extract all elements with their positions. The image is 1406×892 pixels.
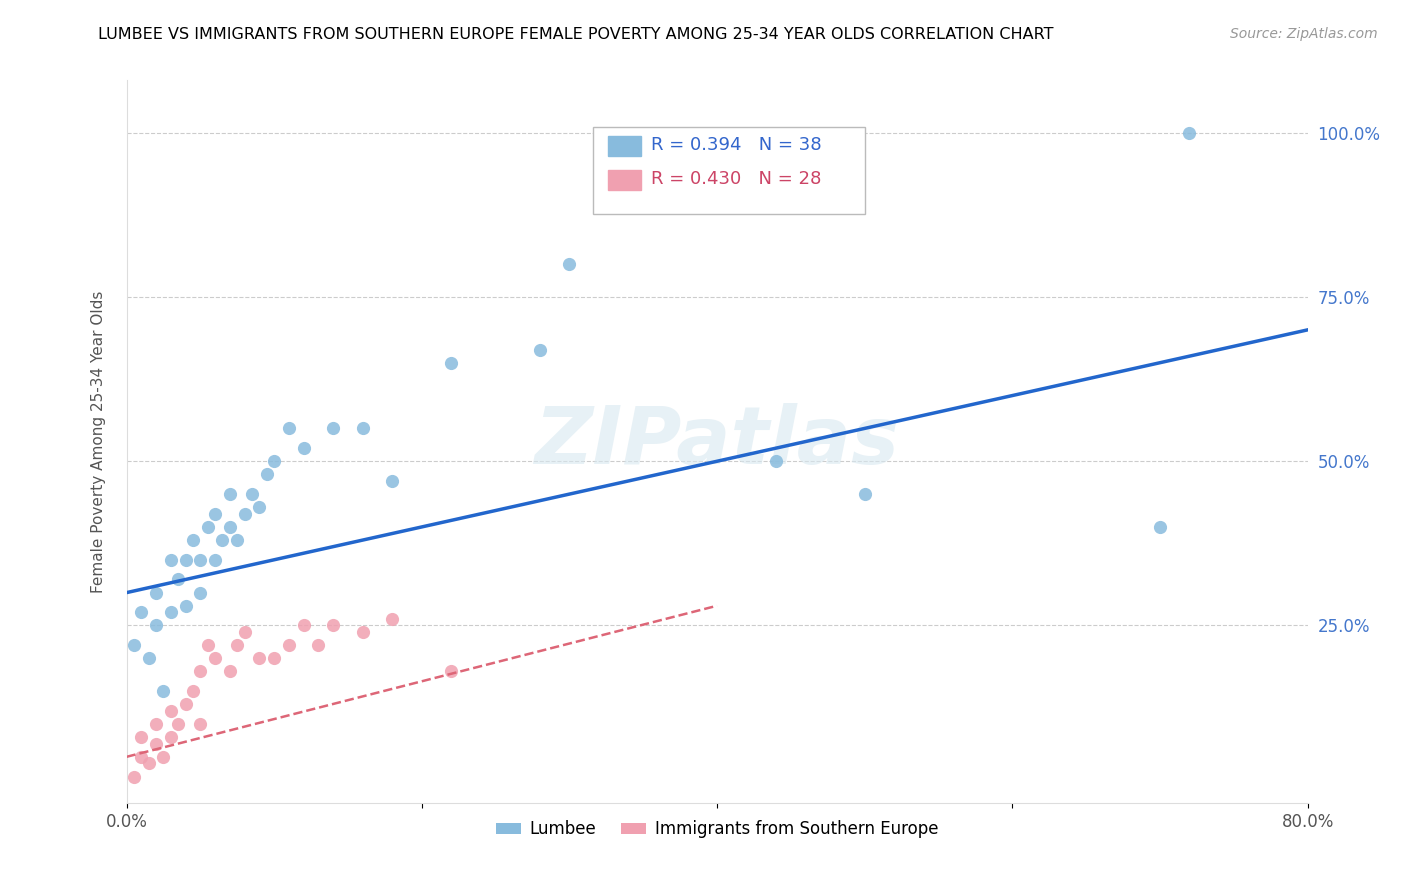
Point bbox=[174, 698, 197, 712]
Point bbox=[219, 520, 242, 534]
Point bbox=[263, 454, 285, 468]
Point bbox=[138, 756, 160, 771]
Point bbox=[174, 599, 197, 613]
Point bbox=[204, 553, 226, 567]
Point bbox=[263, 651, 285, 665]
Point bbox=[174, 553, 197, 567]
Point bbox=[145, 717, 167, 731]
Point bbox=[122, 638, 145, 652]
Point bbox=[181, 533, 204, 547]
Text: R = 0.394   N = 38: R = 0.394 N = 38 bbox=[651, 136, 821, 154]
Text: Source: ZipAtlas.com: Source: ZipAtlas.com bbox=[1230, 27, 1378, 41]
Text: ZIPatlas: ZIPatlas bbox=[534, 402, 900, 481]
Bar bbox=[609, 136, 641, 156]
Point bbox=[322, 618, 344, 632]
Point bbox=[529, 343, 551, 357]
Point bbox=[204, 651, 226, 665]
Point bbox=[160, 553, 183, 567]
Point bbox=[145, 618, 167, 632]
Point bbox=[1178, 126, 1201, 140]
Point bbox=[226, 638, 249, 652]
Point bbox=[308, 638, 330, 652]
Y-axis label: Female Poverty Among 25-34 Year Olds: Female Poverty Among 25-34 Year Olds bbox=[91, 291, 105, 592]
Point bbox=[249, 500, 271, 515]
Point bbox=[188, 553, 212, 567]
Point bbox=[219, 665, 242, 679]
Point bbox=[278, 638, 301, 652]
Point bbox=[765, 454, 787, 468]
Point bbox=[256, 467, 278, 482]
Point bbox=[211, 533, 233, 547]
Text: R = 0.430   N = 28: R = 0.430 N = 28 bbox=[651, 170, 821, 188]
Point bbox=[204, 507, 226, 521]
Point bbox=[219, 487, 242, 501]
Point bbox=[440, 665, 463, 679]
Text: LUMBEE VS IMMIGRANTS FROM SOUTHERN EUROPE FEMALE POVERTY AMONG 25-34 YEAR OLDS C: LUMBEE VS IMMIGRANTS FROM SOUTHERN EUROP… bbox=[98, 27, 1054, 42]
Point bbox=[233, 507, 256, 521]
Point bbox=[352, 421, 374, 435]
Legend: Lumbee, Immigrants from Southern Europe: Lumbee, Immigrants from Southern Europe bbox=[489, 814, 945, 845]
Point bbox=[152, 749, 174, 764]
Point bbox=[292, 618, 315, 632]
Point bbox=[188, 665, 212, 679]
Point bbox=[160, 605, 183, 619]
Point bbox=[853, 487, 876, 501]
Point bbox=[129, 730, 153, 744]
Point bbox=[145, 585, 167, 599]
Point bbox=[188, 717, 212, 731]
Point bbox=[240, 487, 263, 501]
Point bbox=[145, 737, 167, 751]
Point bbox=[188, 585, 212, 599]
Point bbox=[352, 625, 374, 640]
Point bbox=[160, 730, 183, 744]
Point bbox=[249, 651, 271, 665]
Point bbox=[129, 605, 153, 619]
Point bbox=[167, 717, 190, 731]
FancyBboxPatch shape bbox=[593, 128, 865, 214]
Point bbox=[197, 638, 219, 652]
Point bbox=[278, 421, 301, 435]
Point bbox=[440, 356, 463, 370]
Point bbox=[160, 704, 183, 718]
Point bbox=[152, 684, 174, 698]
Point bbox=[292, 441, 315, 455]
Point bbox=[322, 421, 344, 435]
Point bbox=[381, 474, 404, 488]
Point bbox=[233, 625, 256, 640]
Point bbox=[558, 257, 581, 271]
Point bbox=[381, 612, 404, 626]
Point bbox=[197, 520, 219, 534]
Point bbox=[167, 573, 190, 587]
Point bbox=[138, 651, 160, 665]
Point bbox=[122, 770, 145, 784]
Point bbox=[181, 684, 204, 698]
Point bbox=[129, 749, 153, 764]
Bar bbox=[609, 169, 641, 190]
Point bbox=[1149, 520, 1171, 534]
Point bbox=[226, 533, 249, 547]
